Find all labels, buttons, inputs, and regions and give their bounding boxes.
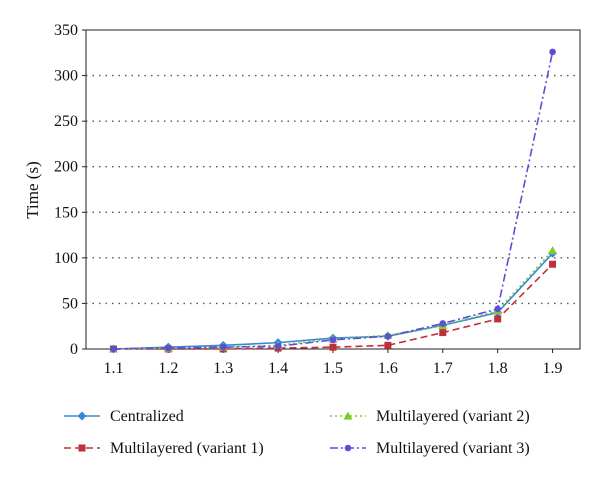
- legend-label: Multilayered (variant 3): [376, 440, 530, 457]
- y-tick-label: 200: [54, 159, 78, 176]
- data-point: [549, 48, 556, 56]
- y-tick-label: 100: [54, 250, 78, 267]
- data-point: [439, 320, 447, 327]
- legend-item: Multilayered (variant 1): [64, 440, 264, 457]
- x-tick-label: 1.2: [158, 360, 178, 377]
- series-group: [108, 48, 558, 354]
- x-tick-label: 1.1: [103, 360, 123, 377]
- legend-marker: [77, 411, 87, 421]
- data-point: [384, 332, 392, 340]
- x-tick-label: 1.8: [488, 360, 508, 377]
- plot-area: [85, 29, 581, 350]
- y-tick-label: 0: [70, 341, 78, 358]
- legend-item: Multilayered (variant 3): [330, 440, 530, 457]
- series-4: [110, 48, 556, 353]
- x-tick-label: 1.4: [268, 360, 288, 377]
- data-point: [494, 305, 501, 313]
- x-tick-label: 1.3: [213, 360, 233, 377]
- legend-marker: [78, 444, 86, 452]
- x-tick-label: 1.7: [433, 360, 453, 377]
- data-point: [329, 336, 337, 344]
- gridlines: [86, 74, 580, 305]
- y-tick-label: 50: [62, 295, 78, 312]
- legend-label: Centralized: [110, 408, 184, 425]
- y-tick-label: 150: [54, 204, 78, 221]
- x-tick-label: 1.9: [543, 360, 563, 377]
- y-tick-label: 350: [54, 22, 78, 39]
- legend-marker: [344, 444, 352, 452]
- data-point: [439, 329, 447, 337]
- x-tick-label: 1.6: [378, 360, 398, 377]
- x-axis: 1.1 1.2 1.3 1.4 1.5 1.6 1.7 1.8 1.9: [103, 349, 563, 377]
- legend-label: Multilayered (variant 2): [376, 408, 530, 425]
- legend: Centralized Multilayered (variant 1) Multi…: [64, 408, 530, 457]
- data-point: [219, 343, 227, 351]
- data-point: [329, 343, 337, 351]
- series-line: [113, 263, 554, 350]
- y-tick-label: 250: [54, 113, 78, 130]
- data-point: [110, 345, 117, 353]
- data-point: [274, 342, 282, 350]
- data-point: [165, 344, 172, 352]
- data-point: [549, 260, 557, 268]
- y-tick-label: 300: [54, 68, 78, 85]
- legend-item: Multilayered (variant 2): [330, 408, 530, 425]
- y-axis: 0 50 100 150 200 250 300 350: [54, 22, 86, 358]
- x-tick-label: 1.5: [323, 360, 343, 377]
- y-axis-title: Time (s): [23, 161, 42, 218]
- data-point: [548, 246, 558, 255]
- legend-label: Multilayered (variant 1): [110, 440, 264, 457]
- legend-marker: [343, 411, 353, 420]
- data-point: [384, 341, 392, 349]
- data-point: [494, 315, 502, 323]
- legend-item: Centralized: [64, 408, 184, 425]
